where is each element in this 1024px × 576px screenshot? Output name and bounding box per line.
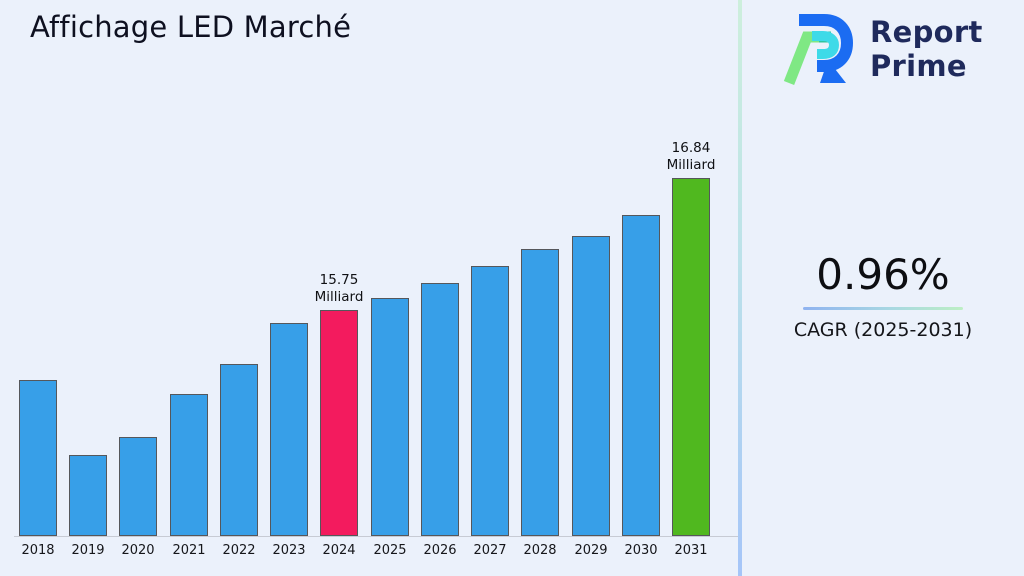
x-axis-label-2022: 2022: [222, 543, 256, 558]
x-axis-label-2018: 2018: [21, 543, 55, 558]
bar-2025: [371, 298, 409, 536]
x-axis-label-2021: 2021: [172, 543, 206, 558]
bar-chart: 2018 2019 2020 2021 2022 2023 2024 15.75 Milliar…: [14, 140, 740, 558]
right-panel: Report Prime 0.96% CAGR (2025-2031): [742, 0, 1024, 576]
x-axis-label-2031: 2031: [674, 543, 708, 558]
reportprime-logo-icon: [783, 14, 854, 86]
bar-2023: [270, 323, 308, 536]
panel-separator: [738, 0, 742, 576]
reportprime-logo-text: Report Prime: [870, 15, 983, 83]
bar-value-label-2024: 15.75 Milliard: [314, 272, 364, 305]
page-title: Affichage LED Marché: [30, 10, 352, 44]
cagr-value: 0.96%: [816, 250, 950, 299]
x-axis-label-2027: 2027: [473, 543, 507, 558]
x-axis-label-2026: 2026: [423, 543, 457, 558]
x-axis-label-2020: 2020: [121, 543, 155, 558]
reportprime-logo: Report Prime: [782, 10, 983, 88]
x-axis-label-2019: 2019: [71, 543, 105, 558]
bar-2028: [521, 249, 559, 536]
bar-value-label-2031: 16.84 Milliard: [666, 140, 716, 173]
logo-word-report: Report: [870, 15, 983, 49]
bar-2022: [220, 364, 258, 536]
x-axis-line: [14, 536, 740, 537]
bar-2030: [622, 215, 660, 536]
bar-2026: [421, 283, 459, 536]
bar-2029: [572, 236, 610, 536]
x-axis-label-2029: 2029: [574, 543, 608, 558]
logo-word-prime: Prime: [870, 49, 967, 83]
x-axis-label-2025: 2025: [373, 543, 407, 558]
x-axis-label-2024: 2024: [322, 543, 356, 558]
bar-2027: [471, 266, 509, 536]
bar-2021: [170, 394, 208, 536]
cagr-block: 0.96% CAGR (2025-2031): [742, 250, 1024, 341]
x-axis-label-2030: 2030: [624, 543, 658, 558]
x-axis-label-2028: 2028: [523, 543, 557, 558]
bar-2019: [69, 455, 107, 536]
cagr-underline: [803, 307, 963, 310]
cagr-label: CAGR (2025-2031): [793, 319, 973, 341]
bar-2024: [320, 310, 358, 536]
bar-2031: [672, 178, 710, 536]
x-axis-label-2023: 2023: [272, 543, 306, 558]
bar-2020: [119, 437, 157, 536]
bar-2018: [19, 380, 57, 536]
